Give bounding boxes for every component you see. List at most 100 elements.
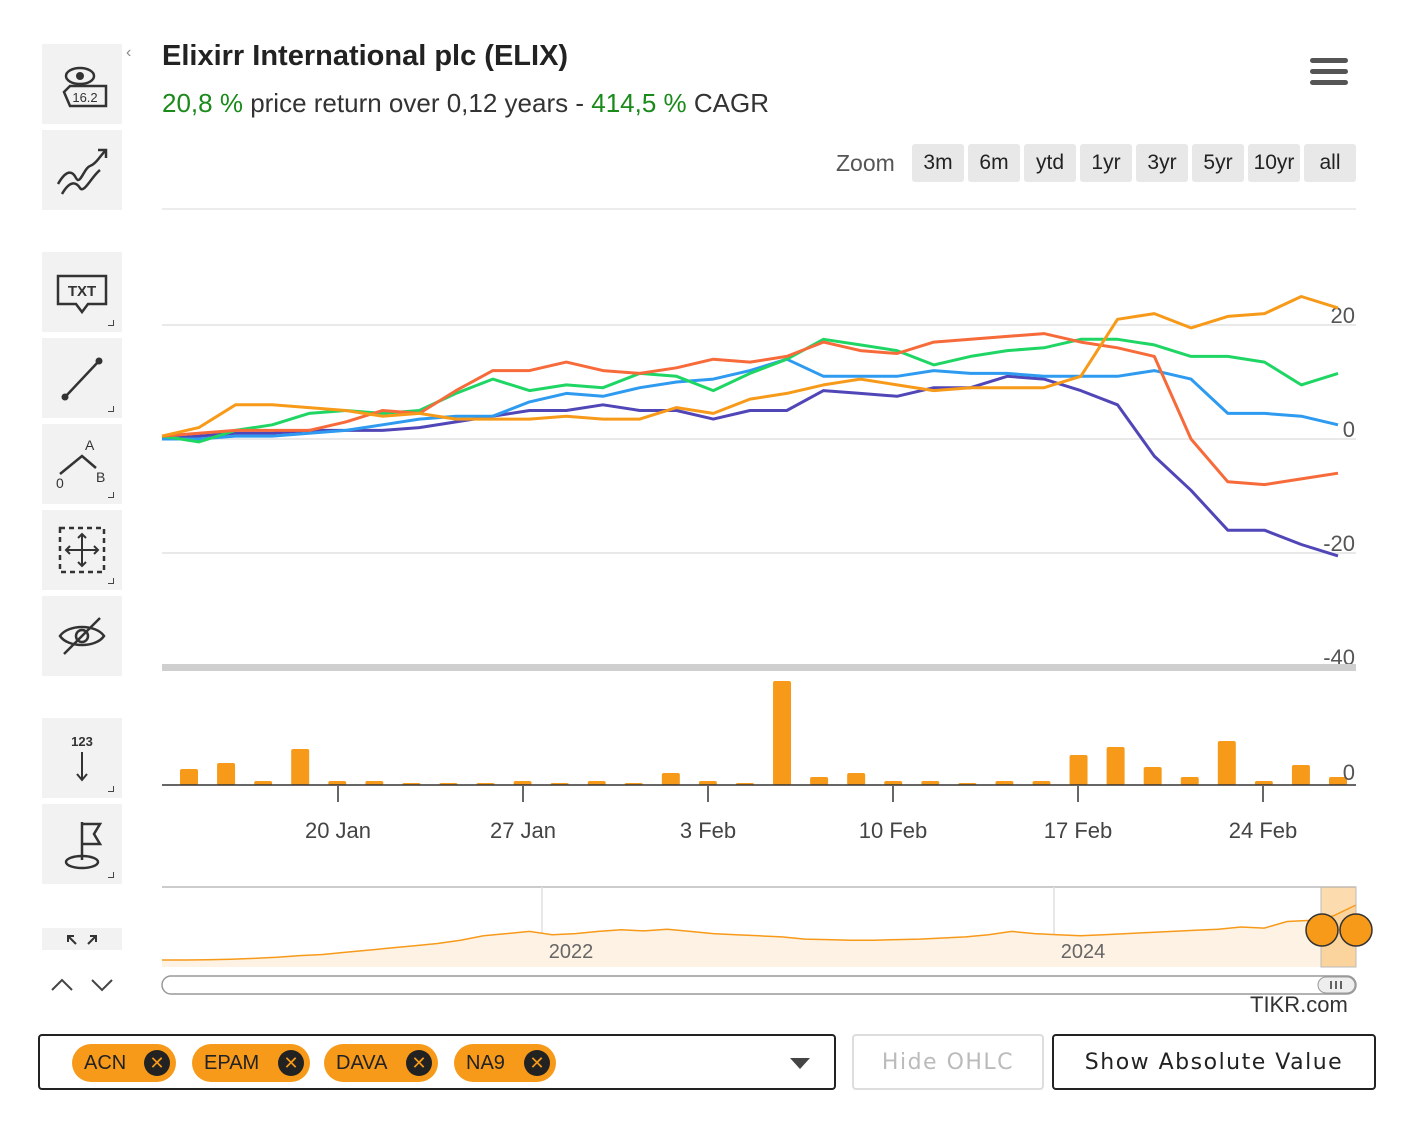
volume-bar[interactable]	[587, 781, 606, 785]
volume-bar[interactable]	[810, 777, 829, 785]
volume-bar[interactable]	[365, 781, 384, 785]
zoom-1yr-button[interactable]: 1yr	[1080, 144, 1132, 182]
text-annotation-button[interactable]: TXT	[42, 252, 122, 332]
line-segment-icon	[61, 357, 103, 401]
branding-label: TIKR.com	[1250, 992, 1348, 1017]
indicators-button[interactable]	[42, 130, 122, 210]
price-return-value: 20,8 %	[162, 88, 243, 118]
volume-bar[interactable]	[291, 749, 310, 785]
pattern-abc-icon: A 0 B	[56, 437, 105, 491]
zoom-5yr-button[interactable]: 5yr	[1192, 144, 1244, 182]
volume-bar[interactable]	[1106, 747, 1125, 785]
navigator-year-label: 2024	[1061, 941, 1106, 963]
volume-bar[interactable]	[1291, 765, 1310, 785]
volume-bar[interactable]	[1217, 741, 1236, 785]
volume-bars	[180, 681, 1347, 785]
navigator-scrollbar[interactable]	[161, 975, 1357, 995]
zoom-all-button[interactable]: all	[1304, 144, 1356, 182]
volume-bar[interactable]	[217, 763, 236, 785]
remove-chip-icon[interactable]: ✕	[406, 1050, 432, 1076]
zoom-label: Zoom	[836, 150, 895, 176]
chart-menu-icon[interactable]	[1310, 58, 1348, 88]
navigator-handle-left[interactable]	[1305, 913, 1339, 947]
chip-na9[interactable]: NA9 ✕	[454, 1044, 556, 1082]
flag-icon	[64, 822, 103, 870]
volume-bar[interactable]	[1180, 777, 1199, 785]
volume-bar[interactable]	[180, 769, 198, 785]
series-line-dava[interactable]	[161, 374, 1339, 558]
counter-button[interactable]: 123	[42, 718, 122, 798]
volume-bar[interactable]	[773, 681, 792, 785]
volume-bar[interactable]	[847, 773, 866, 785]
cagr-text: CAGR	[693, 88, 769, 118]
submenu-corner-icon	[108, 578, 114, 584]
trend-lines-icon	[56, 148, 108, 195]
chart-title: Elixirr International plc (ELIX)	[162, 40, 569, 72]
remove-chip-icon[interactable]: ✕	[524, 1050, 550, 1076]
dropdown-caret-icon[interactable]	[790, 1058, 810, 1069]
svg-text:16.2: 16.2	[72, 90, 97, 105]
pane-divider[interactable]	[162, 664, 1356, 671]
submenu-corner-icon	[108, 786, 114, 792]
navigator[interactable]: 2022 2024	[161, 886, 1373, 995]
zoom-10yr-button[interactable]: 10yr	[1248, 144, 1300, 182]
volume-bar[interactable]	[1143, 767, 1162, 785]
volume-bar[interactable]	[254, 781, 273, 785]
zoom-6m-button[interactable]: 6m	[968, 144, 1020, 182]
series-line-na9[interactable]	[161, 337, 1339, 444]
volume-bar[interactable]	[995, 781, 1014, 785]
toolbar-scroll-arrows	[48, 970, 118, 998]
pattern-draw-button[interactable]: A 0 B	[42, 424, 122, 504]
volume-bar[interactable]	[1254, 781, 1273, 785]
measure-button[interactable]	[42, 510, 122, 590]
remove-chip-icon[interactable]: ✕	[144, 1050, 170, 1076]
volume-bar[interactable]	[513, 781, 532, 785]
chip-label: NA9	[466, 1051, 505, 1074]
y-axis-labels: 200-20-40	[1323, 303, 1355, 670]
volume-bar[interactable]	[698, 781, 717, 785]
hide-ohlc-button[interactable]: Hide OHLC	[852, 1034, 1044, 1090]
eye-slash-icon	[58, 617, 106, 655]
cagr-value: 414,5 %	[591, 88, 687, 118]
chip-acn[interactable]: ACN ✕	[72, 1044, 176, 1082]
show-absolute-value-button[interactable]: Show Absolute Value	[1052, 1034, 1376, 1090]
collapse-toolbar-icon[interactable]: ‹	[126, 44, 132, 61]
zoom-3m-button[interactable]: 3m	[912, 144, 964, 182]
x-tick-label: 20 Jan	[305, 818, 371, 843]
series-line-acn[interactable]	[161, 332, 1339, 487]
zoom-3yr-button[interactable]: 3yr	[1136, 144, 1188, 182]
volume-bar[interactable]	[1032, 781, 1051, 785]
fullscreen-button[interactable]	[42, 928, 122, 950]
chip-epam[interactable]: EPAM ✕	[192, 1044, 310, 1082]
volume-bar[interactable]	[328, 781, 347, 785]
chip-dava[interactable]: DAVA ✕	[324, 1044, 438, 1082]
hide-drawings-button[interactable]	[42, 596, 122, 676]
series-lines	[161, 295, 1339, 558]
x-tick-label: 3 Feb	[680, 818, 736, 843]
remove-chip-icon[interactable]: ✕	[278, 1050, 304, 1076]
indicator-visibility-button[interactable]: 16.2	[42, 44, 122, 124]
scroll-down-icon[interactable]	[91, 979, 113, 992]
text-bubble-icon: TXT	[56, 274, 108, 315]
chart-subtitle: 20,8 % price return over 0,12 years - 41…	[162, 88, 769, 119]
volume-bar[interactable]	[1069, 755, 1088, 785]
volume-tick-label: 0	[1343, 760, 1355, 785]
compare-tickers-select[interactable]: ACN ✕ EPAM ✕ DAVA ✕ NA9 ✕	[38, 1034, 836, 1090]
zoom-ytd-button[interactable]: ytd	[1024, 144, 1076, 182]
svg-text:TXT: TXT	[68, 283, 96, 300]
line-draw-button[interactable]	[42, 338, 122, 418]
svg-text:123: 123	[71, 734, 93, 749]
volume-bar[interactable]	[921, 781, 940, 785]
scroll-up-icon[interactable]	[51, 978, 73, 991]
volume-bar[interactable]	[661, 773, 680, 785]
submenu-corner-icon	[108, 406, 114, 412]
series-line-epam[interactable]	[162, 357, 1339, 441]
submenu-corner-icon	[108, 320, 114, 326]
volume-bar[interactable]	[1329, 777, 1347, 785]
navigator-handle-right[interactable]	[1339, 913, 1373, 947]
volume-bar[interactable]	[884, 781, 903, 785]
eye-value-icon: 16.2	[62, 66, 108, 108]
series-line-elix[interactable]	[161, 295, 1339, 438]
flag-button[interactable]	[42, 804, 122, 884]
